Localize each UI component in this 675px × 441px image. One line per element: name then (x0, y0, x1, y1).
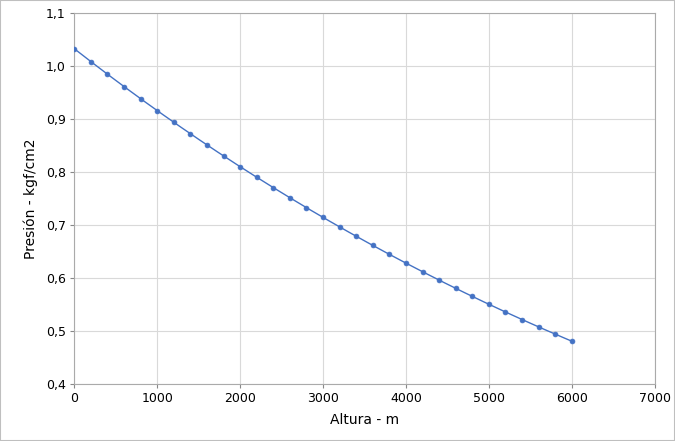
X-axis label: Altura - m: Altura - m (330, 413, 399, 427)
Y-axis label: Presión - kgf/cm2: Presión - kgf/cm2 (23, 138, 38, 259)
